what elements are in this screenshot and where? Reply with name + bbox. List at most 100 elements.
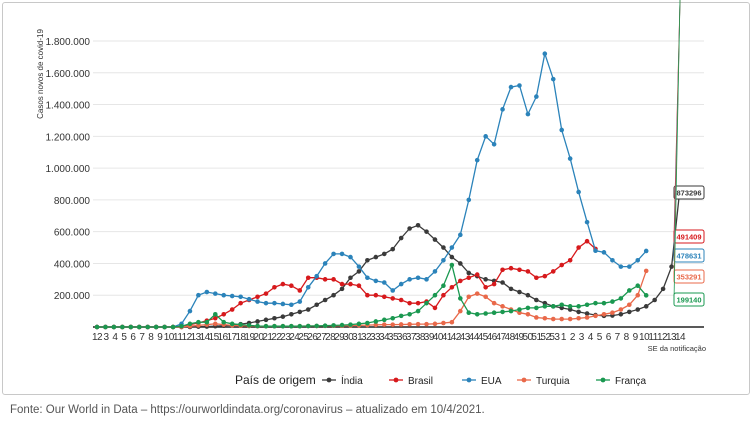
- data-point: [618, 311, 624, 317]
- data-point: [660, 286, 666, 292]
- data-point: [474, 272, 480, 277]
- data-point: [618, 296, 624, 301]
- x-tick-label: 37: [406, 332, 417, 343]
- x-tick-label: 13: [666, 332, 677, 343]
- data-point: [534, 275, 539, 281]
- data-point: [398, 235, 404, 241]
- data-point: [246, 323, 252, 328]
- data-point: [263, 291, 269, 296]
- data-point: [229, 307, 235, 312]
- end-label: 199140: [676, 296, 701, 305]
- data-point: [542, 51, 548, 57]
- x-tick-label: 20: [253, 332, 264, 343]
- data-point: [466, 310, 472, 316]
- data-point: [534, 315, 539, 320]
- x-tick-label: 52: [540, 332, 551, 343]
- data-point: [136, 324, 142, 330]
- legend-label: Turquia: [536, 376, 570, 387]
- y-tick-label: 1.800.000: [46, 37, 91, 48]
- data-point: [204, 319, 210, 325]
- data-point: [305, 284, 311, 290]
- data-point: [263, 300, 269, 306]
- data-point: [542, 304, 548, 309]
- data-point: [238, 300, 243, 306]
- data-point: [449, 245, 455, 250]
- legend-label: Brasil: [408, 376, 433, 387]
- data-point: [643, 248, 649, 254]
- x-tick-label: 32: [361, 332, 372, 343]
- data-point: [373, 278, 379, 284]
- data-point: [432, 305, 438, 311]
- x-tick-label: 47: [496, 332, 507, 343]
- data-point: [517, 307, 522, 312]
- x-tick-label: 6: [606, 332, 612, 343]
- data-point: [567, 156, 573, 161]
- data-point: [339, 286, 345, 292]
- x-tick-label: 46: [487, 332, 498, 343]
- data-point: [398, 297, 404, 303]
- x-tick-label: 28: [325, 332, 336, 343]
- data-point: [246, 296, 252, 302]
- data-point: [196, 319, 201, 325]
- x-tick-label: 39: [424, 332, 435, 343]
- end-label-box: [673, 229, 705, 244]
- data-point: [348, 281, 353, 287]
- data-point: [534, 305, 539, 311]
- x-tick-label: 30: [343, 332, 354, 343]
- x-tick-label: 7: [615, 332, 621, 343]
- data-point: [415, 223, 421, 228]
- data-point: [610, 299, 615, 304]
- data-point: [272, 323, 277, 329]
- data-point: [627, 288, 632, 293]
- data-point: [635, 307, 641, 312]
- data-point: [339, 251, 345, 257]
- data-point: [491, 141, 497, 147]
- data-point: [500, 107, 505, 112]
- data-point: [559, 316, 565, 322]
- data-point: [491, 310, 497, 316]
- data-point: [221, 319, 227, 325]
- data-point: [474, 157, 480, 163]
- data-point: [407, 226, 412, 231]
- x-tick-label: 2: [570, 332, 576, 343]
- data-point: [331, 251, 336, 257]
- data-point: [584, 219, 590, 225]
- data-point: [398, 322, 404, 327]
- data-point: [212, 291, 218, 296]
- data-point: [584, 311, 590, 316]
- data-point: [576, 304, 581, 309]
- data-point: [348, 275, 353, 281]
- data-point: [525, 111, 531, 117]
- data-point: [593, 313, 598, 319]
- data-point: [415, 300, 421, 306]
- end-label-box: [673, 292, 705, 307]
- data-point: [458, 308, 463, 314]
- data-point: [500, 304, 505, 309]
- data-point: [483, 134, 488, 139]
- data-point: [356, 321, 362, 327]
- data-point: [458, 296, 463, 301]
- data-point: [643, 268, 649, 274]
- data-point: [381, 251, 387, 257]
- data-point: [229, 293, 235, 299]
- x-tick-label: 4: [588, 332, 594, 343]
- data-point: [238, 294, 243, 300]
- legend-key-dot: [466, 377, 472, 383]
- x-tick-label: 5: [121, 332, 127, 343]
- data-point: [179, 323, 184, 329]
- end-label: 478631: [676, 252, 701, 261]
- data-point: [398, 281, 404, 287]
- data-point: [424, 229, 429, 234]
- x-tick-label: 26: [307, 332, 318, 343]
- data-point: [390, 296, 396, 301]
- data-point: [322, 323, 328, 329]
- data-point: [314, 323, 319, 329]
- x-axis-title: SE da notificação: [648, 344, 706, 353]
- data-point: [508, 265, 514, 271]
- data-point: [432, 321, 438, 327]
- data-point: [635, 257, 641, 263]
- data-point: [305, 323, 311, 329]
- data-point: [356, 269, 362, 274]
- data-point: [458, 232, 463, 238]
- data-point: [618, 307, 624, 312]
